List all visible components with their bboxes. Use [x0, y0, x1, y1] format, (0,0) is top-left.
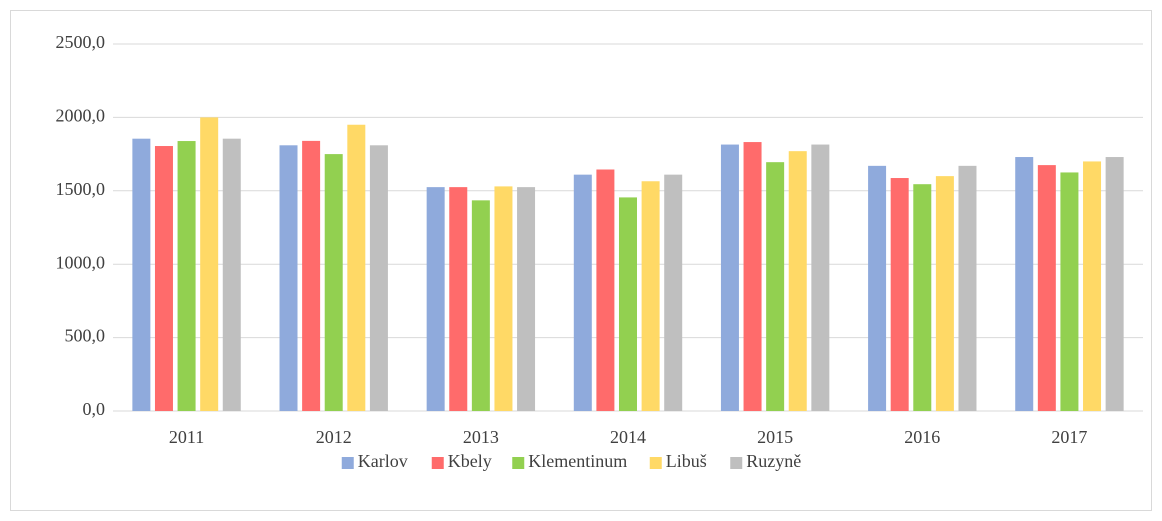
x-tick-label: 2015 — [757, 427, 793, 447]
legend-label: Libuš — [666, 451, 707, 471]
bar — [222, 138, 241, 411]
bar — [471, 200, 490, 411]
bar — [573, 174, 592, 411]
bar — [494, 186, 513, 411]
bar — [1015, 157, 1034, 411]
bar — [868, 165, 887, 411]
y-tick-label: 2500,0 — [56, 32, 106, 52]
x-tick-label: 2013 — [463, 427, 499, 447]
y-tick-label: 1500,0 — [56, 179, 106, 199]
bar — [641, 181, 660, 411]
bar — [302, 140, 321, 411]
bar — [132, 138, 151, 411]
bar — [935, 176, 954, 411]
bar — [426, 187, 445, 411]
bar — [890, 178, 909, 411]
bar — [811, 144, 830, 412]
bar — [596, 169, 615, 411]
x-tick-label: 2014 — [610, 427, 646, 447]
bar — [154, 146, 173, 411]
bar — [369, 145, 388, 412]
bar — [1037, 165, 1056, 411]
y-tick-label: 500,0 — [65, 326, 106, 346]
y-tick-label: 2000,0 — [56, 106, 106, 126]
bar — [1105, 157, 1124, 411]
bar — [449, 187, 468, 411]
bar — [517, 187, 536, 411]
x-tick-label: 2017 — [1051, 427, 1087, 447]
legend-swatch — [512, 457, 525, 469]
legend-label: Klementinum — [528, 451, 627, 471]
bar — [788, 151, 807, 411]
bar — [1083, 161, 1102, 411]
legend-swatch — [730, 457, 743, 469]
bar — [766, 162, 785, 411]
bar — [177, 141, 196, 412]
bar — [619, 197, 637, 411]
legend-label: Ruzyně — [746, 451, 801, 471]
bar — [720, 144, 739, 412]
legend-swatch — [341, 457, 354, 469]
legend-label: Karlov — [358, 451, 408, 471]
legend-swatch — [649, 457, 662, 469]
y-tick-label: 1000,0 — [56, 252, 106, 272]
legend-label: Kbely — [448, 451, 492, 471]
bar — [913, 184, 932, 411]
bar — [200, 117, 219, 412]
bar — [279, 145, 298, 412]
y-tick-label: 0,0 — [83, 399, 106, 419]
bar — [1060, 172, 1079, 411]
x-tick-label: 2016 — [904, 427, 940, 447]
bar — [664, 174, 683, 411]
bar — [324, 154, 343, 411]
x-tick-label: 2011 — [169, 427, 204, 447]
bar — [958, 165, 977, 411]
x-tick-label: 2012 — [316, 427, 352, 447]
legend-swatch — [431, 457, 444, 469]
bar — [743, 142, 762, 412]
bar — [347, 124, 366, 412]
